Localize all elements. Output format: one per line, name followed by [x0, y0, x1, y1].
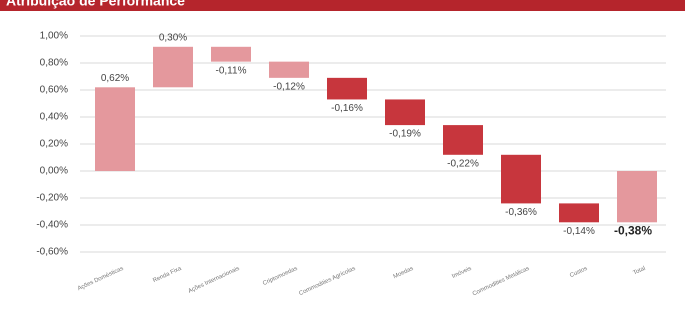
- y-tick-label: 0,40%: [40, 112, 68, 123]
- bar: [443, 125, 483, 155]
- x-tick-label: Total: [632, 266, 646, 277]
- bar: [385, 99, 425, 126]
- value-label: -0,12%: [273, 81, 305, 92]
- x-tick-label: Criptomoedas: [262, 266, 298, 287]
- x-tick-label: Imóveis: [451, 266, 472, 280]
- y-tick-label: 0,60%: [40, 85, 68, 96]
- value-label: -0,36%: [505, 207, 537, 218]
- x-tick-label: Moedas: [393, 266, 415, 280]
- value-label: 0,62%: [101, 73, 129, 84]
- bar: [501, 154, 541, 204]
- bar: [269, 61, 309, 78]
- bar: [95, 87, 135, 171]
- x-tick-label: Commodities Metálicas: [472, 266, 531, 298]
- title-banner: [0, 0, 685, 11]
- value-label: -0,16%: [331, 103, 363, 114]
- value-label: -0,19%: [389, 129, 421, 140]
- x-tick-label: Commodities Agrícolas: [298, 266, 356, 297]
- bar: [617, 171, 657, 223]
- value-label: -0,38%: [614, 223, 652, 237]
- chart-title: Atribuição de Performance: [6, 0, 185, 9]
- y-tick-label: -0,60%: [36, 247, 68, 258]
- y-tick-label: -0,40%: [36, 220, 68, 231]
- x-tick-label: Ações Internacionais: [187, 266, 240, 295]
- value-label: -0,11%: [216, 65, 247, 76]
- bar: [153, 46, 193, 88]
- value-label: -0,22%: [447, 158, 479, 169]
- value-label: -0,14%: [563, 226, 595, 237]
- y-tick-label: -0,20%: [36, 193, 68, 204]
- y-tick-label: 0,00%: [40, 166, 68, 177]
- x-tick-label: Renda Fixa: [152, 266, 183, 285]
- bar: [211, 46, 251, 62]
- y-tick-label: 0,20%: [40, 139, 68, 150]
- bar: [559, 203, 599, 223]
- y-tick-label: 1,00%: [40, 31, 68, 42]
- x-tick-label: Custos: [569, 266, 588, 279]
- value-label: 0,30%: [159, 32, 187, 43]
- bar: [327, 77, 367, 100]
- x-tick-label: Ações Domésticas: [77, 266, 125, 292]
- y-tick-label: 0,80%: [40, 58, 68, 69]
